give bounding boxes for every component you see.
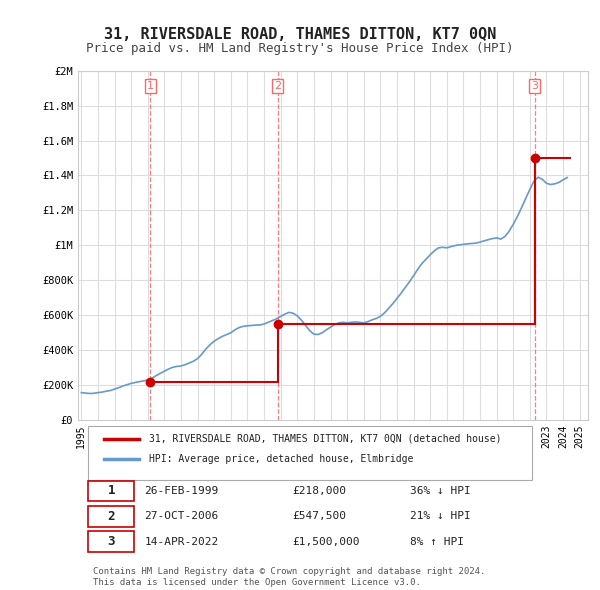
Text: £547,500: £547,500 (292, 512, 346, 522)
Text: 2: 2 (107, 510, 115, 523)
Text: 36% ↓ HPI: 36% ↓ HPI (409, 486, 470, 496)
Text: 31, RIVERSDALE ROAD, THAMES DITTON, KT7 0QN (detached house): 31, RIVERSDALE ROAD, THAMES DITTON, KT7 … (149, 434, 502, 444)
Text: 3: 3 (107, 535, 115, 548)
Text: 3: 3 (531, 81, 538, 91)
Text: Contains HM Land Registry data © Crown copyright and database right 2024.
This d: Contains HM Land Registry data © Crown c… (94, 567, 485, 586)
Text: 8% ↑ HPI: 8% ↑ HPI (409, 537, 464, 547)
FancyBboxPatch shape (88, 532, 134, 552)
Text: 14-APR-2022: 14-APR-2022 (145, 537, 218, 547)
Text: 2: 2 (274, 81, 281, 91)
Text: 1: 1 (107, 484, 115, 497)
FancyBboxPatch shape (88, 481, 134, 502)
Text: 21% ↓ HPI: 21% ↓ HPI (409, 512, 470, 522)
Text: £218,000: £218,000 (292, 486, 346, 496)
Text: Price paid vs. HM Land Registry's House Price Index (HPI): Price paid vs. HM Land Registry's House … (86, 42, 514, 55)
Text: 27-OCT-2006: 27-OCT-2006 (145, 512, 218, 522)
Text: 26-FEB-1999: 26-FEB-1999 (145, 486, 218, 496)
Text: 31, RIVERSDALE ROAD, THAMES DITTON, KT7 0QN: 31, RIVERSDALE ROAD, THAMES DITTON, KT7 … (104, 27, 496, 41)
Text: 1: 1 (147, 81, 154, 91)
Text: £1,500,000: £1,500,000 (292, 537, 360, 547)
FancyBboxPatch shape (88, 426, 532, 480)
FancyBboxPatch shape (88, 506, 134, 527)
Text: HPI: Average price, detached house, Elmbridge: HPI: Average price, detached house, Elmb… (149, 454, 414, 464)
